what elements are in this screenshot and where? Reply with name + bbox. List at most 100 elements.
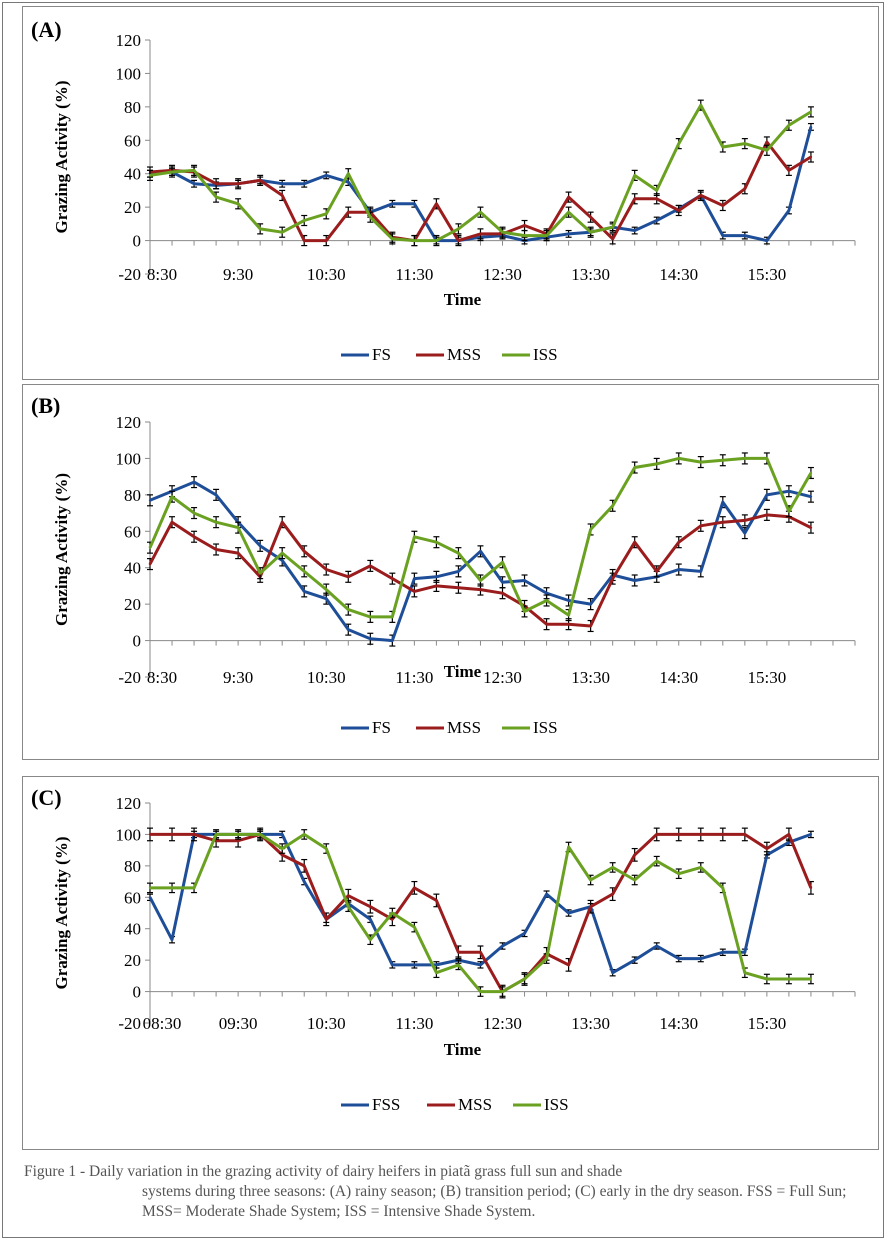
data-point-fs [413,202,416,205]
data-point-iss [236,526,240,529]
data-point-iss [148,886,152,890]
y-tick-label: 80 [124,857,141,876]
data-point-fs [567,232,570,236]
data-point-iss [765,457,769,460]
data-point-mss [479,232,482,236]
x-axis-title: Time [444,1040,482,1059]
data-point-iss [721,145,725,149]
data-point-iss [413,925,416,929]
data-point-fss [369,918,372,921]
data-point-mss [589,624,592,628]
legend-label-mss: MSS [447,345,481,364]
data-point-fss [170,938,174,941]
data-point-fs [325,174,328,177]
data-point-fs [809,495,813,498]
data-point-iss [699,866,702,869]
x-tick-label: 12:30 [483,668,522,687]
data-point-iss [611,866,614,869]
x-tick-label: 14:30 [659,265,698,284]
legend-label-iss: ISS [533,718,558,737]
data-point-mss [589,215,592,219]
data-point-mss [325,568,328,571]
data-point-mss [347,210,350,214]
data-point-iss [413,535,416,538]
series-line-mss [148,513,812,628]
data-point-fss [699,957,702,960]
data-point-iss [787,124,791,127]
y-axis-title: Grazing Activity (%) [52,81,71,234]
data-point-fss [655,944,658,948]
data-point-fs [765,239,769,242]
data-point-iss [677,457,680,460]
x-tick-label: 9:30 [223,668,253,687]
data-point-iss [677,872,680,875]
data-point-mss [809,526,813,529]
x-tick-label: 14:30 [659,1014,698,1033]
data-point-mss [611,577,614,580]
data-point-fs [721,234,725,237]
caption-rest: systems during three seasons: (A) rainy … [142,1183,847,1220]
data-point-iss [391,615,394,619]
data-point-mss [457,586,460,589]
data-point-mss [721,204,725,207]
data-point-fs [369,637,372,640]
data-point-iss [170,495,174,498]
data-point-fss [743,951,747,954]
data-point-iss [743,457,747,460]
x-tick-label: 11:30 [395,265,433,284]
data-point-fss [567,911,570,915]
data-point-fs [479,550,482,553]
data-point-mss [655,833,658,836]
data-point-mss [413,590,416,593]
data-point-fs [391,639,394,642]
data-point-mss [655,197,658,200]
x-tick-label: 8:30 [147,265,177,284]
data-point-fss [787,841,791,844]
data-point-fs [699,570,702,573]
data-point-iss [611,226,614,229]
x-tick-label: 13:30 [571,265,610,284]
data-point-fss [545,892,548,896]
y-tick-label: 40 [124,165,141,184]
data-point-mss [501,592,504,595]
data-point-mss [457,951,460,954]
y-tick-label: 80 [124,98,141,117]
data-point-iss [765,149,769,152]
x-tick-label: 9:30 [223,265,253,284]
data-point-iss [214,833,218,836]
panel-label: (C) [31,785,62,810]
data-point-iss [303,570,306,573]
data-point-fs [523,579,526,582]
data-point-fs [765,493,769,497]
data-point-fs [192,182,196,185]
data-point-iss [567,845,570,849]
y-tick-label: 120 [116,31,142,50]
data-point-mss [214,839,218,842]
figure-caption: Figure 1 - Daily variation in the grazin… [24,1162,864,1222]
y-tick-label: 0 [133,632,142,651]
data-point-fs [743,234,747,237]
data-point-iss [589,231,592,234]
data-point-mss [347,575,350,579]
data-point-mss [303,239,306,242]
y-tick-label: 120 [116,413,142,432]
data-point-fss [479,963,482,967]
data-point-iss [214,520,218,524]
y-tick-label: 20 [124,198,141,217]
data-point-mss [391,577,394,580]
panel-label: (B) [31,393,60,418]
data-point-fs [743,531,747,535]
y-tick-label: 40 [124,559,141,578]
x-tick-label: 13:30 [571,668,610,687]
data-point-fss [611,971,614,974]
panel-label: (A) [31,17,62,42]
data-point-iss [258,833,262,836]
legend-label-fs: FS [372,345,391,364]
x-axis-title: Time [444,662,482,681]
data-point-iss [214,195,218,199]
data-point-mss [280,520,284,524]
data-point-fs [347,180,350,184]
data-point-mss [743,519,747,522]
data-point-fs [413,577,416,580]
data-point-fs [545,592,548,595]
